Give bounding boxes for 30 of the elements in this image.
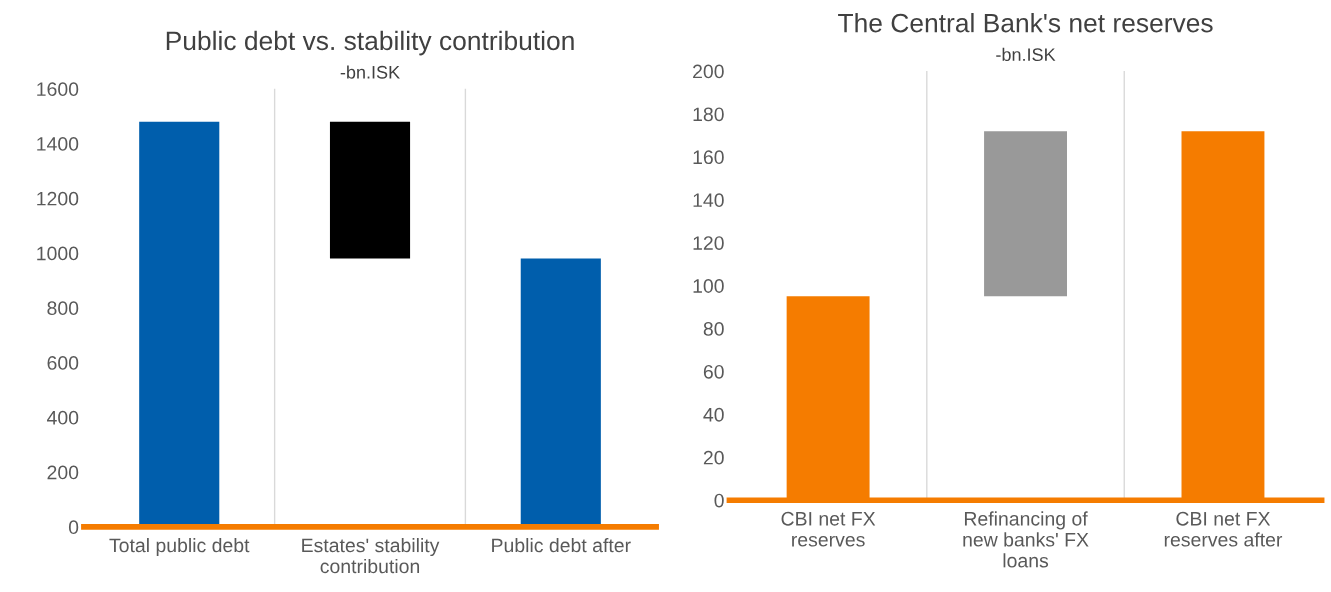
y-tick-label: 600 bbox=[47, 356, 79, 370]
y-tick-label: 400 bbox=[47, 410, 79, 425]
chart-title: The Central Bank's net reserves bbox=[838, 13, 1213, 33]
y-tick-label: 1000 bbox=[37, 246, 79, 261]
y-tick-label: 1400 bbox=[37, 137, 79, 151]
y-tick-label: 160 bbox=[693, 150, 724, 165]
y-tick-label: 800 bbox=[47, 301, 79, 316]
x-tick-label: Public debt after bbox=[492, 537, 631, 553]
x-tick-label: CBI net FX reserves after bbox=[1164, 511, 1283, 547]
x-tick-label: Estates' stability contribution bbox=[302, 537, 440, 574]
y-tick-label: 120 bbox=[693, 236, 724, 250]
y-tick-label: 1600 bbox=[37, 82, 79, 97]
y-tick-label: 60 bbox=[703, 364, 724, 379]
y-tick-label: 0 bbox=[714, 493, 724, 508]
y-tick-label: 200 bbox=[47, 465, 79, 480]
x-tick-label: Refinancing of new banks' FX loans bbox=[963, 511, 1089, 568]
chart-subtitle: -bn.ISK bbox=[996, 47, 1056, 62]
x-tick-label: Total public debt bbox=[109, 537, 250, 557]
chart-subtitle: -bn.ISK bbox=[340, 65, 400, 79]
y-tick-label: 180 bbox=[693, 107, 724, 122]
y-tick-label: 40 bbox=[703, 407, 724, 422]
y-tick-label: 80 bbox=[703, 322, 724, 336]
y-tick-label: 100 bbox=[693, 279, 724, 293]
chart-title: Public debt vs. stability contribution bbox=[166, 30, 574, 56]
y-tick-label: 1200 bbox=[37, 191, 79, 206]
y-tick-label: 140 bbox=[693, 193, 724, 208]
y-tick-label: 20 bbox=[703, 450, 724, 465]
y-tick-label: 0 bbox=[68, 520, 79, 535]
y-tick-label: 200 bbox=[693, 64, 724, 79]
x-tick-label: CBI net FX reserves bbox=[781, 511, 876, 547]
